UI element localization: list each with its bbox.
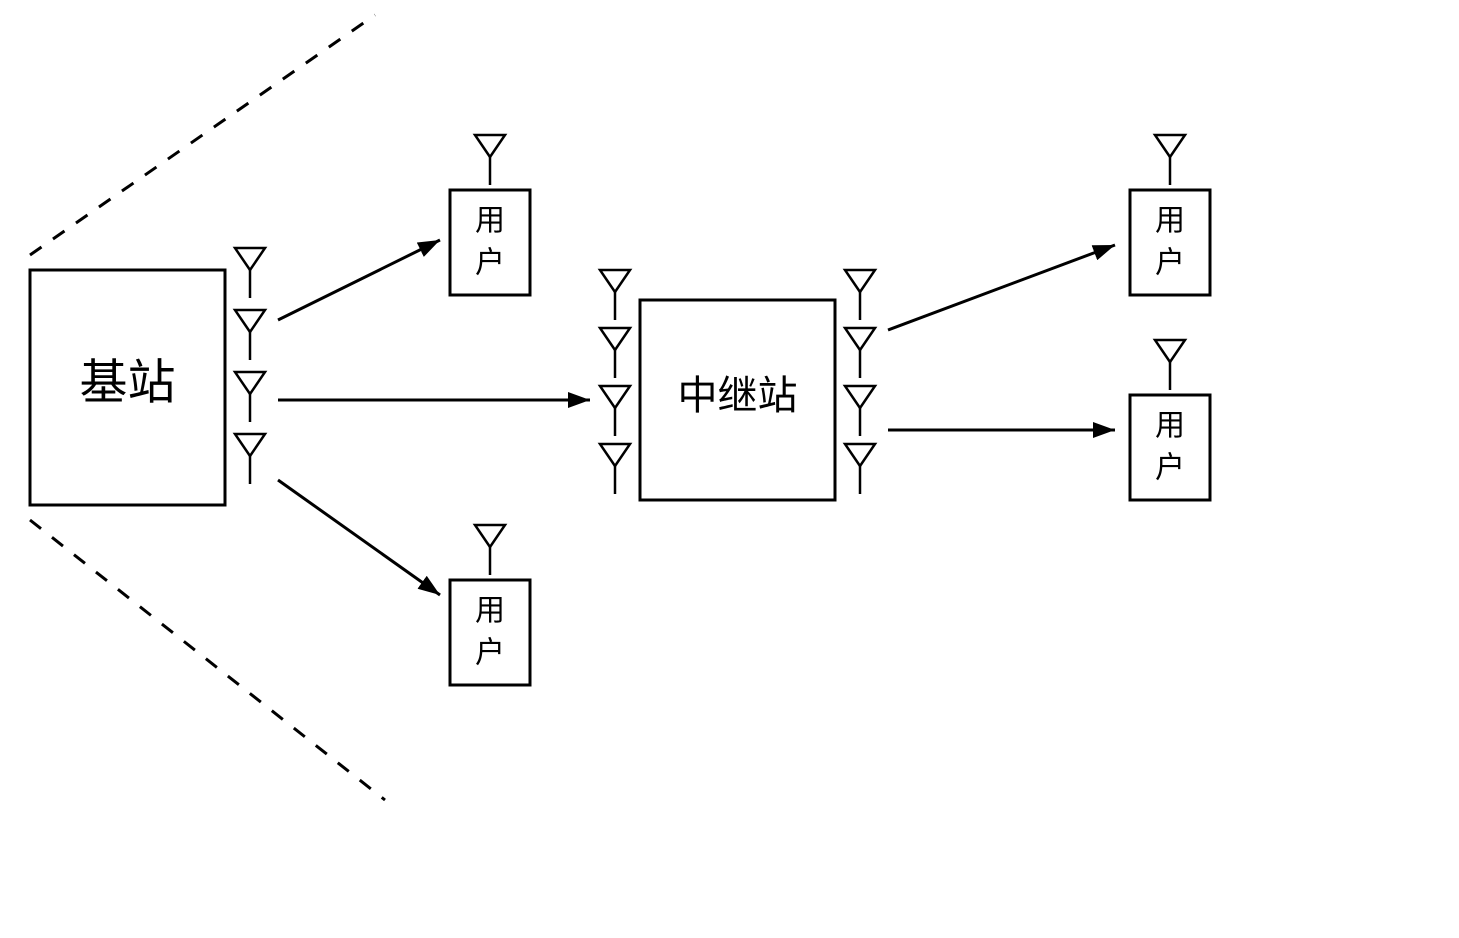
- base_station-antenna-r-1: [235, 310, 265, 360]
- base_station-antenna-r-0: [235, 248, 265, 298]
- user1-label-1: 用: [475, 204, 505, 237]
- base_station-antenna-r-2: [235, 372, 265, 422]
- relay_station-antenna-l-1: [600, 328, 630, 378]
- user4-label-1: 用: [1155, 409, 1185, 442]
- edge-relay_station-to-user3: [888, 245, 1115, 330]
- relay_station-antenna-l-3: [600, 444, 630, 494]
- node-base_station: 基站: [30, 248, 265, 505]
- sector-boundary-0: [30, 15, 375, 255]
- node-user1: 用户: [450, 135, 530, 295]
- user2-label-1: 用: [475, 594, 505, 627]
- node-relay_station: 中继站: [600, 270, 875, 500]
- user2-label-2: 户: [475, 636, 505, 669]
- relay_station-antenna-r-3: [845, 444, 875, 494]
- network-diagram: 基站中继站用户用户用户用户: [0, 0, 1459, 938]
- user4-label-2: 户: [1155, 451, 1185, 484]
- relay_station-antenna-l-2: [600, 386, 630, 436]
- edge-base_station-to-user2: [278, 480, 440, 595]
- relay_station-antenna-r-0: [845, 270, 875, 320]
- user2-antenna: [475, 525, 505, 575]
- user4-antenna: [1155, 340, 1185, 390]
- edge-base_station-to-user1: [278, 240, 440, 320]
- user3-label-2: 户: [1155, 246, 1185, 279]
- user1-label-2: 户: [475, 246, 505, 279]
- node-user2: 用户: [450, 525, 530, 685]
- user1-antenna: [475, 135, 505, 185]
- base_station-antenna-r-3: [235, 434, 265, 484]
- user3-antenna: [1155, 135, 1185, 185]
- sector-boundary-1: [30, 520, 385, 800]
- user3-label-1: 用: [1155, 204, 1185, 237]
- node-user3: 用户: [1130, 135, 1210, 295]
- node-user4: 用户: [1130, 340, 1210, 500]
- relay_station-antenna-l-0: [600, 270, 630, 320]
- relay_station-antenna-r-1: [845, 328, 875, 378]
- base_station-label: 基站: [79, 357, 175, 410]
- relay_station-label: 中继站: [678, 373, 798, 418]
- relay_station-antenna-r-2: [845, 386, 875, 436]
